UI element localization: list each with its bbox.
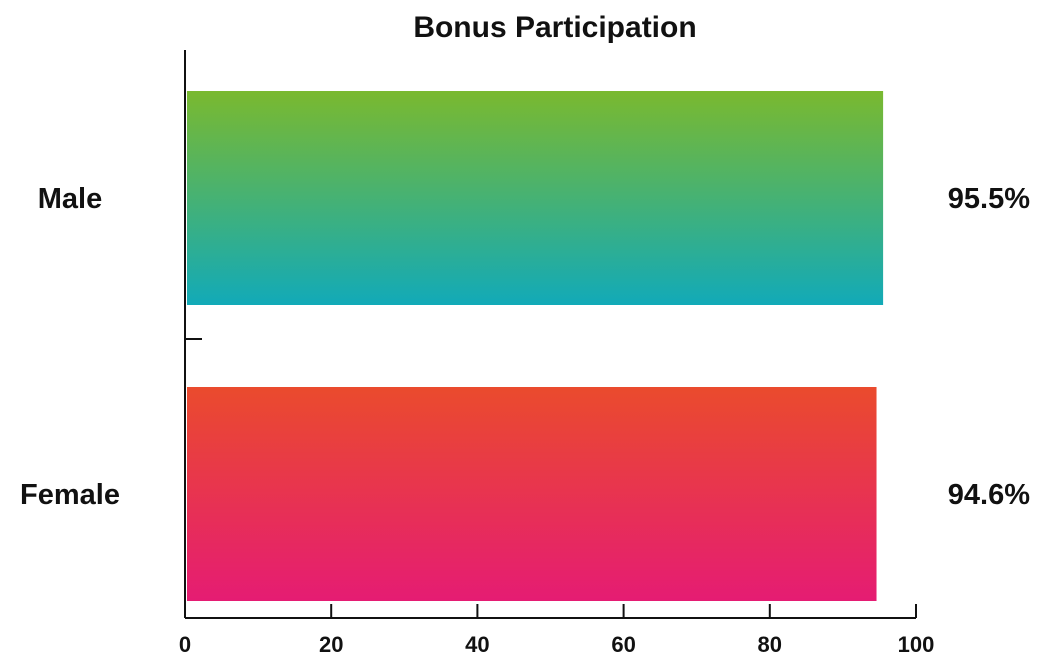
x-tick-label-80: 80	[758, 632, 782, 656]
bar-male	[187, 91, 884, 305]
chart-title: Bonus Participation	[413, 11, 696, 44]
value-label-male: 95.5%	[948, 183, 1030, 215]
x-tick-label-100: 100	[898, 632, 935, 656]
category-label-male: Male	[38, 183, 102, 215]
category-label-female: Female	[20, 479, 120, 511]
bar-female	[187, 387, 877, 601]
x-tick-label-60: 60	[611, 632, 635, 656]
x-tick-label-40: 40	[465, 632, 489, 656]
x-tick-label-20: 20	[319, 632, 343, 656]
x-tick-label-0: 0	[179, 632, 191, 656]
value-label-female: 94.6%	[948, 479, 1030, 511]
